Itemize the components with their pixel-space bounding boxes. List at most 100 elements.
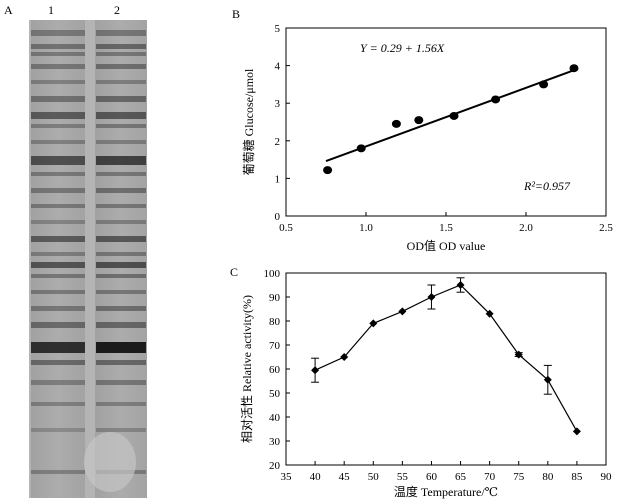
gel-band <box>96 140 146 144</box>
chart-c-y-tick-label: 90 <box>269 292 281 304</box>
gel-band <box>31 188 85 193</box>
chart-c-y-tick-label: 70 <box>269 340 281 352</box>
chart-b-point <box>569 64 579 73</box>
gel-band <box>96 156 146 165</box>
chart-c-marker <box>369 319 378 328</box>
gel-band <box>96 306 146 311</box>
chart-b-point <box>356 144 366 153</box>
chart-b-ylabel: 葡萄糖 Glucose/μmol <box>241 68 256 175</box>
gel-band <box>96 262 146 268</box>
gel-band <box>96 220 146 224</box>
gel-band <box>31 428 85 432</box>
chart-b-x-tick-label: 0.5 <box>279 222 293 234</box>
gel-band <box>31 306 85 311</box>
gel-band <box>31 156 85 165</box>
chart-c-y-tick-label: 80 <box>269 316 281 328</box>
gel-band <box>31 112 85 119</box>
lane-2-label: 2 <box>114 3 120 17</box>
panel-c-letter: C <box>230 265 238 279</box>
chart-c-ylabel: 相对活性 Relative activity(%) <box>240 295 254 443</box>
gel-blemish <box>84 432 136 492</box>
chart-b-y-tick-label: 4 <box>275 61 281 73</box>
chart-b-point <box>539 80 549 89</box>
lane-1-label: 1 <box>48 3 54 17</box>
gel-band <box>31 360 85 365</box>
chart-b-point <box>323 166 333 175</box>
gel-band <box>96 252 146 256</box>
gel-band <box>31 124 85 128</box>
gel-bands <box>31 30 146 474</box>
chart-c-x-tick-label: 85 <box>571 471 583 483</box>
gel-band <box>96 96 146 102</box>
chart-c-y-tick-label: 100 <box>264 268 281 280</box>
chart-b-xlabel: OD值 OD value <box>407 238 486 253</box>
chart-c-y-ticks: 20 30 40 50 60 70 80 90 100 <box>264 268 290 472</box>
gel-band <box>31 274 85 278</box>
chart-c-marker <box>456 281 465 289</box>
chart-c-x-tick-label: 75 <box>513 471 525 483</box>
chart-b-y-ticks: 0 1 2 3 4 5 <box>275 23 290 223</box>
gel-band <box>31 204 85 208</box>
gel-band <box>96 342 146 353</box>
chart-b-y-tick-label: 5 <box>275 23 281 35</box>
gel-band <box>31 52 85 56</box>
gel-band <box>31 262 85 268</box>
panel-a: A 1 2 <box>4 3 147 498</box>
chart-b-x-tick-label: 1.0 <box>359 222 373 234</box>
chart-c-x-tick-label: 80 <box>542 471 554 483</box>
chart-c-marker <box>340 353 349 361</box>
chart-b-points <box>323 64 579 175</box>
chart-c-x-tick-label: 45 <box>339 471 351 483</box>
chart-b-y-tick-label: 1 <box>275 173 281 185</box>
chart-b-r2: R²=0.957 <box>523 179 571 193</box>
chart-b-y-tick-label: 0 <box>275 211 281 223</box>
chart-c-frame <box>285 272 607 466</box>
gel-lane-1 <box>31 20 85 498</box>
gel-band <box>31 44 85 49</box>
gel-band <box>96 402 146 406</box>
chart-b-point <box>414 116 424 125</box>
gel-band <box>31 470 85 474</box>
gel-band <box>31 342 85 353</box>
chart-c-y-tick-label: 60 <box>269 364 281 376</box>
gel-band <box>31 140 85 144</box>
panel-b-letter: B <box>232 7 240 21</box>
chart-c-y-tick-label: 30 <box>269 436 281 448</box>
gel-band <box>96 30 146 36</box>
gel-band <box>96 236 146 242</box>
gel-band <box>96 274 146 278</box>
chart-c-x-tick-label: 90 <box>601 471 613 483</box>
chart-c-marker <box>427 293 436 301</box>
gel-lane-2 <box>95 20 147 498</box>
chart-b-point <box>449 111 459 120</box>
gel-band <box>31 380 85 385</box>
chart-c-marker <box>543 375 552 384</box>
gel-band <box>96 322 146 328</box>
chart-c-markers <box>311 281 581 436</box>
panel-a-letter: A <box>4 3 13 17</box>
chart-c-y-tick-label: 50 <box>269 388 281 400</box>
chart-c-x-tick-label: 35 <box>281 471 293 483</box>
gel-band <box>96 112 146 119</box>
chart-c-x-tick-label: 70 <box>484 471 496 483</box>
gel-band <box>96 380 146 385</box>
chart-c-x-tick-label: 60 <box>426 471 438 483</box>
gel-band <box>96 44 146 49</box>
chart-c-x-tick-label: 65 <box>455 471 467 483</box>
chart-b-point <box>491 95 501 104</box>
gel-band <box>96 80 146 84</box>
gel-band <box>31 64 85 69</box>
gel-band <box>96 290 146 294</box>
gel-band <box>96 188 146 193</box>
chart-b-equation: Y = 0.29 + 1.56X <box>360 41 445 55</box>
chart-b-point <box>391 119 401 128</box>
gel-band <box>96 52 146 56</box>
chart-c-y-tick-label: 40 <box>269 412 281 424</box>
chart-b-x-tick-label: 2.5 <box>599 222 613 234</box>
gel-band <box>96 124 146 128</box>
chart-c-series-line <box>314 284 578 432</box>
chart-c-x-tick-label: 55 <box>397 471 409 483</box>
chart-c-x-ticks: 35 40 45 50 55 60 65 70 75 80 85 90 <box>281 461 613 483</box>
gel-band <box>96 428 146 432</box>
